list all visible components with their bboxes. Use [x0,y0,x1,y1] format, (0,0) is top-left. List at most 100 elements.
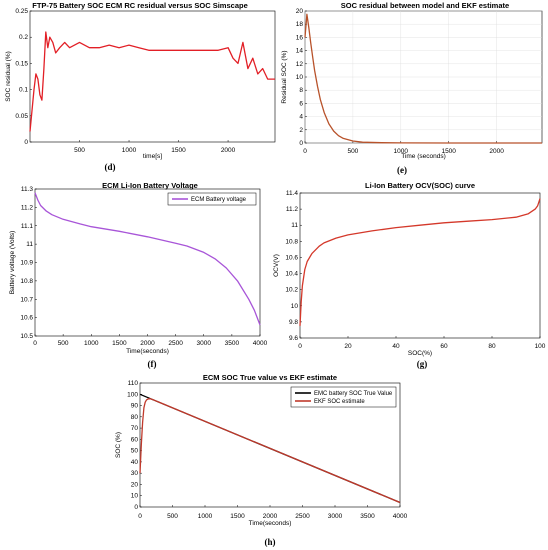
y-tick-label: 10 [296,74,304,81]
y-tick-label: 2 [299,127,303,134]
legend-label: ECM Battery voltage [191,197,247,203]
x-tick-label: 500 [58,340,69,347]
x-tick-label: 1500 [171,147,186,154]
x-tick-label: 3000 [197,340,212,347]
y-tick-label: 11.1 [21,223,34,230]
legend: ECM Battery voltage [167,192,257,206]
x-axis-label: Time(seconds) [126,348,169,355]
y-tick-label: 50 [131,448,139,455]
plot-area [34,188,261,337]
chart-title: ECM SOC True value vs EKF estimate [203,373,337,382]
y-tick-label: 8 [299,87,303,94]
y-tick-label: 10.8 [285,238,298,245]
x-tick-label: 2500 [168,340,183,347]
y-tick-label: 11.3 [21,186,34,193]
y-tick-label: 10 [291,303,299,310]
panel-caption: (g) [417,359,428,369]
x-axis-label: time[s] [143,153,162,160]
y-tick-label: 11.4 [286,190,299,197]
x-tick-label: 60 [440,343,448,350]
x-tick-label: 500 [347,148,358,155]
y-tick-label: 11.2 [21,204,34,211]
x-tick-label: 4000 [393,513,408,520]
y-tick-label: 20 [131,481,139,488]
y-tick-label: 11 [291,222,298,229]
y-tick-label: 12 [296,61,304,68]
legend: EMC battery SOC True Value EKF SOC estima… [290,386,397,408]
y-tick-label: 10.7 [20,296,33,303]
y-tick-label: 11 [26,241,33,248]
y-tick-label: 80 [131,414,139,421]
x-tick-label: 0 [138,513,142,520]
y-tick-label: 0.25 [15,8,28,15]
x-tick-label: 2500 [295,513,310,520]
y-tick-label: 10.2 [285,287,298,294]
y-tick-label: 30 [131,470,139,477]
series-line [304,13,542,144]
series-line [29,31,275,132]
legend-box [290,386,397,408]
x-tick-label: 3500 [225,340,240,347]
chart-title: SOC residual between model and EKF estim… [341,1,509,10]
x-tick-label: 20 [344,343,352,350]
y-tick-label: 0.05 [15,113,28,120]
x-tick-label: 3500 [360,513,375,520]
y-tick-label: 9.6 [289,335,298,342]
y-tick-label: 10.4 [285,271,298,278]
chart-h: 0 500 1000 1500 2000 2500 3000 3500 4000 0 10 20 30 4… [115,373,408,547]
y-tick-label: 11.2 [286,206,299,213]
x-tick-label: 100 [535,343,546,350]
y-axis-label: Residual SOC (%) [281,50,288,103]
y-tick-label: 10.6 [285,254,298,261]
y-tick-label: 18 [296,21,304,28]
panel-caption: (e) [397,165,407,175]
panel-caption: (h) [265,537,276,547]
legend-box [167,192,257,206]
x-tick-label: 4000 [253,340,268,347]
series-line [34,192,261,326]
chart-title: Li-Ion Battery OCV(SOC) curve [365,181,475,190]
x-tick-label: 1000 [84,340,99,347]
x-tick-label: 2000 [140,340,155,347]
y-axis-label: Battery voltage (Volts) [9,231,16,295]
y-tick-label: 0 [24,139,28,146]
x-tick-label: 1500 [112,340,127,347]
series-line [139,398,401,504]
y-tick-label: 10 [131,493,139,500]
y-tick-label: 0.2 [19,34,28,41]
chart-d: 500 1000 1500 2000 0 0.05 0.1 0.15 0.2 0.25 FTP-75… [5,1,276,172]
y-tick-label: 110 [128,380,139,387]
y-tick-label: 100 [127,391,138,398]
y-axis-label: OCV(V) [273,254,280,277]
y-tick-label: 20 [296,8,304,15]
y-tick-label: 60 [131,436,139,443]
y-tick-label: 40 [131,459,139,466]
y-tick-label: 6 [299,100,303,107]
y-tick-label: 14 [296,48,304,55]
legend-label: EMC battery SOC True Value [314,391,393,397]
x-axis-label: Time (seconds) [401,153,446,160]
chart-e: 0 500 1000 1500 2000 0 2 4 6 8 10 12 14 16 18 20 SOC res… [281,1,543,175]
y-tick-label: 9.8 [289,319,298,326]
x-tick-label: 0 [303,148,307,155]
y-tick-label: 90 [131,403,139,410]
x-tick-label: 40 [392,343,400,350]
y-tick-label: 0 [134,504,138,511]
x-tick-label: 2000 [489,148,504,155]
legend-label: EKF SOC estimate [314,399,365,405]
x-tick-label: 2000 [263,513,278,520]
x-tick-label: 500 [167,513,178,520]
x-axis-label: Time(seconds) [249,520,292,527]
x-tick-label: 2000 [221,147,236,154]
y-tick-label: 10.5 [20,333,33,340]
x-tick-label: 500 [74,147,85,154]
panel-caption: (d) [105,162,116,172]
x-tick-label: 1000 [198,513,213,520]
plot-area [29,10,276,143]
y-axis-label: SOC (%) [115,432,122,458]
y-tick-label: 0.1 [19,87,28,94]
y-tick-label: 10.8 [20,278,33,285]
chart-g: 0 20 40 60 80 100 9.6 9.8 10 10.2 10.4 10.6 10.8 11 11… [273,181,546,369]
x-axis-label: SOC(%) [408,350,432,357]
